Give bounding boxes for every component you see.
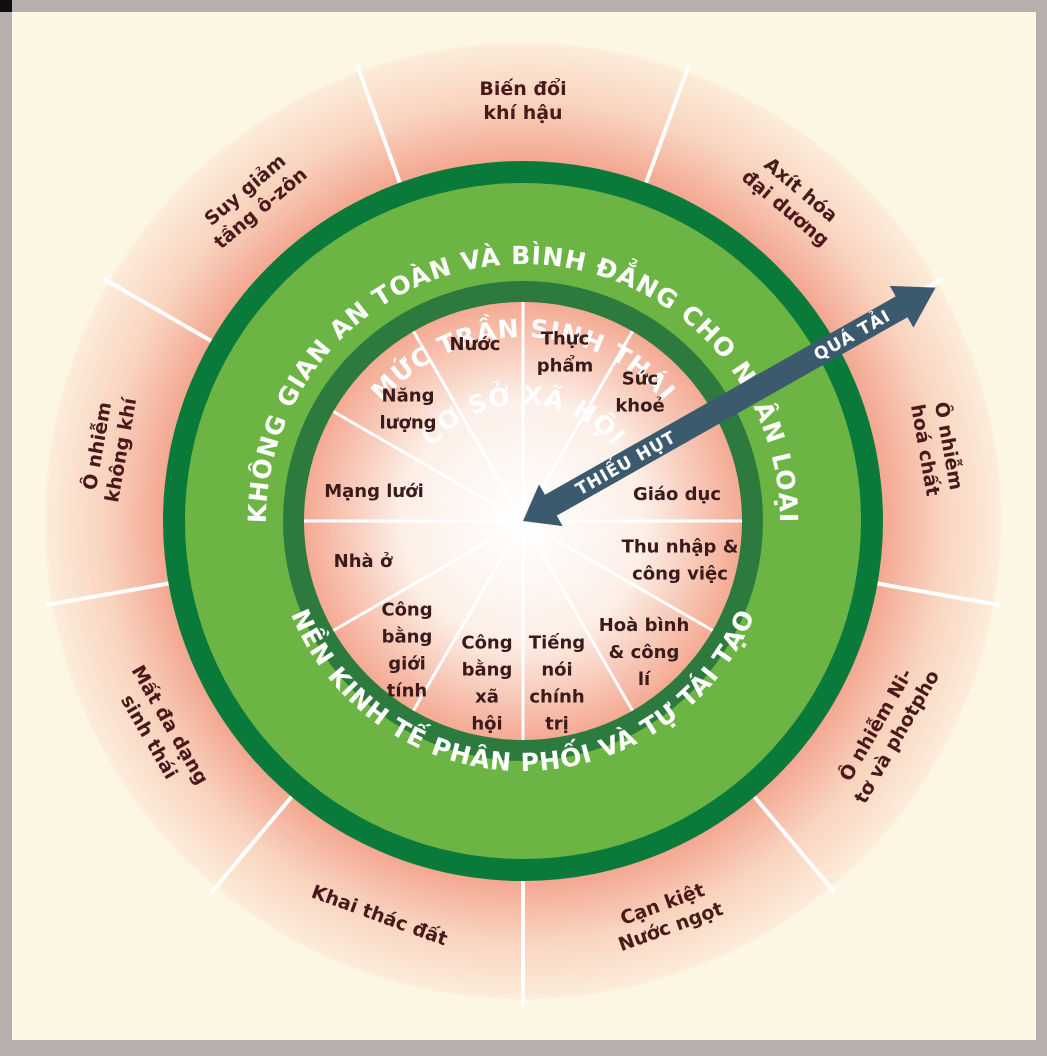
foundation-label-line: Mạng lưới [324,481,424,502]
foundation-label-line: hội [471,714,502,735]
foundation-label-line: Sức [622,369,658,390]
foundation-label: Thực phẩm [537,329,594,377]
foundation-label-line: Hoà bình [599,615,690,636]
ceiling-label-line: Biến đổi [479,77,566,100]
outer-sector-divider [45,581,169,608]
inner-sector-divider [332,410,524,523]
inner-sector-divider [521,520,634,712]
foundation-label-line: khoẻ [615,396,664,417]
foundation-label-line: & công [609,642,680,663]
outer-sector-divider [355,64,402,184]
foundation-label: Công bằng xã hội [461,633,512,735]
foundation-label: Nhà ở [334,551,393,572]
foundation-label-line: xã [475,687,499,708]
foundation-label-line: bằng [462,660,513,681]
foundation-label: Năng lượng [379,386,436,434]
foundation-label-line: trị [545,714,569,735]
foundation-label-line: Giáo dục [633,484,721,505]
foundation-label: Giáo dục [633,484,721,505]
outer-sector-divider [752,795,837,894]
corner-mark [0,0,12,12]
foundation-label-line: Tiếng [529,633,585,654]
outer-sector-divider [101,276,213,343]
foundation-label-line: Công [381,600,432,621]
foundation-label-line: Thực [541,329,590,350]
foundation-label-line: Thu nhập & [622,537,739,558]
foundation-label-line: tính [387,681,427,702]
arrow-shape [523,285,936,527]
foundation-label-line: Nhà ở [334,551,393,572]
outer-sector-divider [644,64,691,184]
foundation-label: Công bằng giới tính [381,600,432,702]
foundation-label-line: phẩm [537,355,594,377]
outer-sector-divider [209,795,294,894]
foundation-label-line: Công [461,633,512,654]
foundation-label: Sức khoẻ [615,369,664,417]
foundation-label: Thu nhập & công việc [622,537,739,585]
inner-sector-divider [412,330,525,522]
foundation-labels: Thực phẩm Sức khoẻ Giáo dục Thu nhập & công vi… [324,329,738,735]
inner-sector-divider [522,519,714,632]
ceiling-label-line: khí hậu [483,102,562,124]
foundation-label-line: chính [529,687,584,708]
foundation-label: Nước [450,334,501,355]
foundation-label-line: lí [638,669,651,690]
ceiling-label: Biến đổi khí hậu [479,77,566,124]
foundation-label-line: công việc [632,564,728,585]
foundation-label-line: giới [388,654,426,675]
foundation-label: Mạng lưới [324,481,424,502]
inner-sector-divider [332,519,524,632]
foundation-label: Tiếng nói chính trị [529,633,585,735]
foundation-label-line: Năng [382,386,435,407]
foundation-label-line: bằng [382,627,433,648]
foundation-label-line: Nước [450,334,501,355]
outer-dividers [45,64,1001,1006]
outer-sector-divider [877,581,1001,608]
inner-sector-divider [412,520,525,712]
foundation-label: Hoà bình & công lí [599,615,690,690]
foundation-label-line: nói [541,660,572,681]
foundation-label-line: lượng [379,413,436,434]
